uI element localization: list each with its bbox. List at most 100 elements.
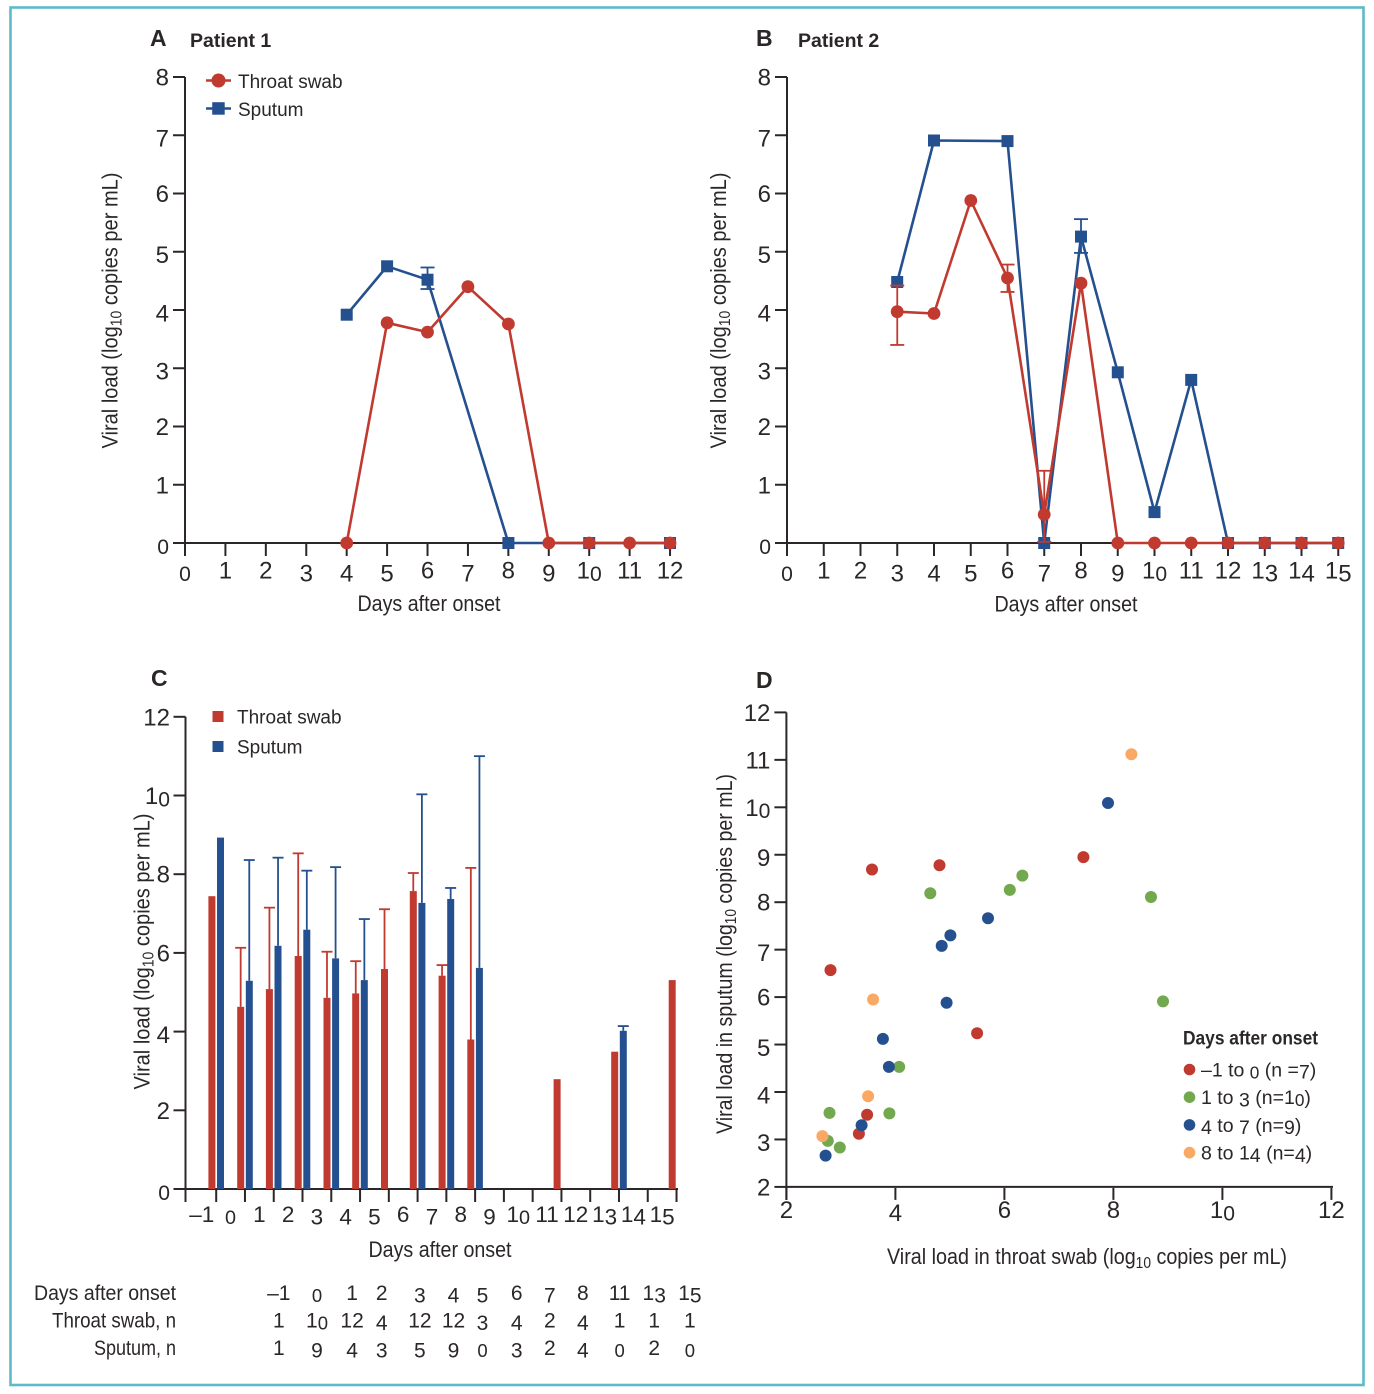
svg-text:1: 1 [648,1310,660,1333]
svg-text:Viral load in throat swab (log: Viral load in throat swab (log10 copies … [887,1244,1287,1272]
svg-text:6: 6 [511,1282,523,1305]
svg-text:Throat swab, n: Throat swab, n [52,1310,176,1333]
svg-text:4: 4 [448,1284,460,1307]
svg-text:3: 3 [757,1130,770,1157]
svg-text:Viral load in sputum (log10 co: Viral load in sputum (log10 copies per m… [712,774,740,1134]
svg-text:2: 2 [544,1310,556,1333]
svg-text:9: 9 [542,560,555,587]
svg-text:4: 4 [339,1205,352,1230]
svg-text:2: 2 [259,558,272,585]
svg-text:4: 4 [889,1200,902,1227]
svg-text:6: 6 [397,1202,410,1227]
svg-text:0: 0 [225,1207,236,1229]
svg-text:4: 4 [156,300,169,327]
svg-text:15: 15 [1325,558,1352,588]
svg-text:8: 8 [157,862,170,889]
svg-text:14: 14 [621,1202,646,1230]
svg-text:7: 7 [426,1205,439,1230]
svg-text:6: 6 [758,181,771,208]
svg-text:12: 12 [657,558,684,585]
svg-text:9: 9 [311,1339,323,1362]
svg-text:4: 4 [376,1312,388,1335]
svg-text:12: 12 [340,1310,363,1333]
svg-text:11: 11 [535,1202,558,1227]
svg-text:1: 1 [273,1337,285,1360]
svg-text:8: 8 [757,890,770,917]
svg-text:5: 5 [964,560,977,587]
svg-text:A: A [150,25,167,51]
svg-text:4 to 7 (n=9): 4 to 7 (n=9) [1201,1115,1301,1139]
svg-text:10: 10 [745,795,770,823]
svg-text:11: 11 [609,1282,631,1305]
svg-text:–1 to 0 (n =7): –1 to 0 (n =7) [1201,1060,1316,1084]
svg-text:4: 4 [511,1312,523,1335]
svg-text:14: 14 [1288,558,1315,588]
svg-text:D: D [756,667,773,693]
svg-text:6: 6 [998,1197,1011,1224]
svg-text:Throat swab: Throat swab [238,72,343,93]
svg-text:8: 8 [502,558,515,585]
svg-text:0: 0 [685,1340,695,1361]
svg-text:9: 9 [1111,560,1124,587]
svg-text:Patient 1: Patient 1 [190,30,271,52]
svg-text:7: 7 [757,940,770,967]
svg-text:0: 0 [312,1285,322,1306]
svg-text:4: 4 [577,1312,589,1335]
svg-text:Viral load (log10 copies per m: Viral load (log10 copies per mL) [706,173,734,449]
svg-text:2: 2 [854,558,867,585]
svg-text:Sputum: Sputum [237,738,302,759]
svg-text:4: 4 [577,1339,589,1362]
svg-text:Days after onset: Days after onset [369,1237,513,1262]
svg-text:0: 0 [759,536,771,559]
svg-text:2: 2 [156,414,169,441]
svg-text:12: 12 [143,704,170,731]
svg-text:2: 2 [157,1098,170,1125]
svg-text:1: 1 [684,1310,696,1333]
svg-text:9: 9 [757,845,770,872]
svg-text:3: 3 [156,359,169,386]
svg-text:2: 2 [758,414,771,441]
svg-text:Sputum: Sputum [238,100,303,121]
svg-text:0: 0 [781,563,793,586]
svg-text:3: 3 [311,1205,324,1230]
svg-text:8: 8 [577,1282,589,1305]
svg-text:5: 5 [380,560,393,587]
svg-text:4: 4 [340,560,353,587]
svg-text:8 to 14 (n=4): 8 to 14 (n=4) [1201,1143,1312,1167]
svg-text:11: 11 [745,747,770,774]
svg-text:B: B [756,25,773,51]
svg-text:3: 3 [758,359,771,386]
svg-text:6: 6 [1001,558,1014,585]
svg-text:10: 10 [1142,558,1167,586]
svg-text:Throat swab: Throat swab [237,708,342,729]
svg-text:7: 7 [758,126,771,153]
svg-text:3: 3 [300,560,313,587]
svg-text:1: 1 [273,1310,285,1333]
svg-text:12: 12 [408,1310,431,1333]
svg-text:0: 0 [157,536,169,559]
svg-text:2: 2 [282,1202,295,1227]
svg-text:10: 10 [507,1202,531,1229]
svg-text:5: 5 [758,242,771,269]
svg-text:9: 9 [448,1339,460,1362]
svg-text:9: 9 [483,1205,496,1230]
svg-text:10: 10 [577,558,602,586]
svg-text:8: 8 [156,65,169,92]
svg-text:5: 5 [757,1035,770,1062]
svg-text:1: 1 [758,472,771,499]
svg-text:0: 0 [614,1340,624,1361]
svg-text:8: 8 [758,65,771,92]
svg-text:11: 11 [1179,558,1204,585]
svg-text:4: 4 [758,300,771,327]
svg-text:3: 3 [891,560,904,587]
svg-text:1: 1 [156,472,169,499]
svg-text:10: 10 [306,1310,328,1334]
svg-text:3: 3 [414,1284,426,1307]
svg-text:Days after onset: Days after onset [358,591,502,616]
svg-text:7: 7 [1038,560,1051,587]
svg-text:Days after onset: Days after onset [34,1282,176,1305]
svg-text:6: 6 [421,558,434,585]
svg-text:4: 4 [346,1339,358,1362]
svg-text:12: 12 [1318,1197,1345,1224]
svg-text:10: 10 [145,783,170,811]
